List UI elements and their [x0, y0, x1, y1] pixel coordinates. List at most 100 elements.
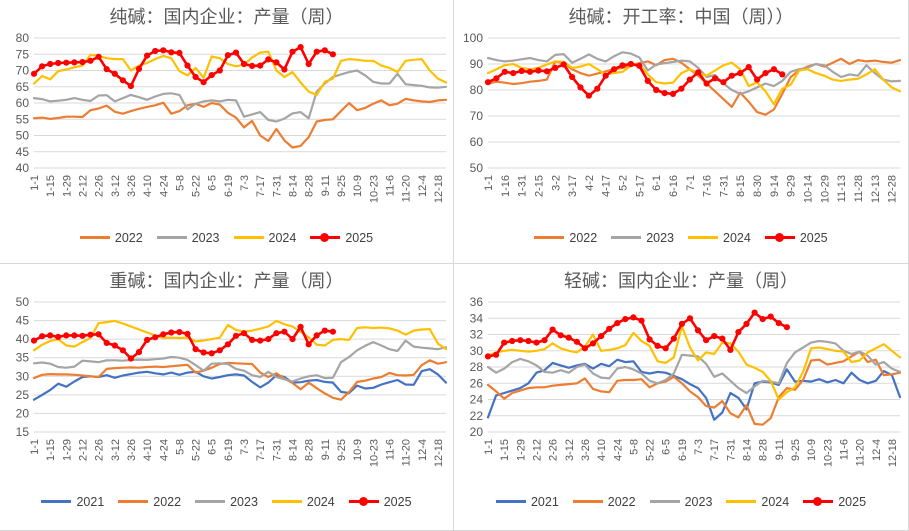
x-tick-label: 1-29: [61, 175, 73, 197]
data-point-marker: [762, 70, 769, 77]
chart-title: 纯碱：开工率：中国（周））: [568, 7, 794, 27]
x-tick-label: 7-3: [239, 439, 251, 455]
x-tick-label: 6-19: [677, 439, 689, 461]
data-point-marker: [661, 90, 668, 97]
chart-legend: 2021 2022 2023 2024 2025: [454, 492, 908, 509]
data-point-marker: [86, 331, 94, 338]
data-point-marker: [636, 62, 643, 69]
data-point-marker: [614, 320, 621, 327]
x-tick-label: 11-6: [384, 175, 396, 196]
data-point-marker: [159, 47, 166, 54]
y-tick-label: 60: [470, 135, 484, 149]
data-point-marker: [192, 73, 199, 81]
data-point-marker: [288, 336, 296, 343]
x-tick-label: 12-4: [871, 439, 883, 461]
data-point-marker: [240, 60, 247, 68]
data-point-marker: [751, 309, 758, 316]
x-tick-label: 12-13: [870, 175, 882, 203]
legend-label: 2024: [761, 494, 790, 509]
data-point-marker: [70, 59, 77, 66]
legend-item-2023: 2023: [649, 495, 712, 509]
x-tick-label: 9-11: [319, 175, 331, 196]
x-tick-label: 4-17: [601, 175, 613, 197]
x-tick-label: 7-31: [271, 439, 283, 461]
series-line-2022: [32, 97, 447, 149]
series-line-2024: [486, 325, 902, 401]
legend-line-swatch: [572, 500, 603, 503]
y-tick-label: 70: [15, 64, 29, 78]
data-point-marker: [119, 77, 126, 84]
line-chart-plot: 20 22 24 26 28 30 32 34 36 1-1 1-15 1-29 2-12 2-26 3-1…: [470, 295, 902, 467]
x-tick-label: 4-10: [596, 439, 608, 461]
data-point-marker: [646, 336, 653, 343]
legend-marker-dot: [320, 233, 330, 242]
legend-label: 2024: [723, 230, 751, 245]
series-line-2022: [486, 57, 902, 116]
y-tick-label: 20: [15, 406, 29, 420]
chart-title: 纯碱：国内企业：产量（周）: [109, 7, 344, 27]
legend-item-2025: 2025: [764, 231, 828, 245]
y-tick-label: 45: [15, 314, 29, 328]
series-line-2022: [486, 350, 902, 426]
legend-line-swatch: [195, 500, 226, 503]
x-tick-label: 3-17: [567, 175, 579, 197]
chart-panel-soda-ash-output: 纯碱：国内企业：产量（周） 40 45 50 55 60 65 70 75 80 1-1 1-15 1…: [0, 0, 454, 264]
x-tick-label: 7-17: [709, 439, 721, 461]
data-point-marker: [167, 49, 174, 56]
chart-legend: 2021 2022 2023 2024 2025: [0, 492, 453, 509]
data-point-marker: [543, 68, 550, 75]
x-tick-label: 10-9: [352, 439, 364, 461]
x-tick-label: 12-28: [887, 175, 899, 203]
legend-label: 2022: [607, 494, 636, 509]
data-point-marker: [46, 332, 53, 339]
series-line-2023: [486, 51, 902, 96]
x-tick-label: 1-15: [45, 175, 57, 197]
data-point-marker: [627, 60, 634, 68]
data-point-marker: [484, 353, 492, 360]
data-point-marker: [103, 339, 110, 346]
legend-line-swatch: [118, 500, 149, 503]
data-point-marker: [703, 337, 710, 344]
x-tick-label: 7-17: [255, 439, 267, 461]
x-tick-label: 8-28: [758, 439, 770, 461]
legend-label: 2025: [838, 494, 867, 509]
legend-line-swatch: [495, 500, 526, 503]
data-point-marker: [62, 332, 69, 339]
data-point-marker: [62, 59, 69, 66]
x-tick-label: 10-23: [368, 439, 380, 467]
data-point-marker: [518, 67, 525, 75]
legend-line-swatch: [534, 236, 565, 239]
x-tick-label: 3-26: [125, 175, 137, 197]
chart-title: 重碱：国内企业：产量（周）: [109, 271, 344, 291]
data-point-marker: [779, 71, 786, 78]
data-point-marker: [577, 84, 584, 91]
x-tick-label: 9-11: [319, 439, 331, 460]
data-point-marker: [743, 320, 750, 327]
data-point-marker: [598, 333, 605, 340]
data-point-marker: [264, 336, 271, 343]
legend-line-swatch: [156, 236, 187, 239]
legend-marker-dot: [358, 497, 368, 506]
x-tick-label: 5-8: [174, 175, 186, 191]
y-tick-label: 20: [470, 425, 484, 439]
data-point-marker: [297, 323, 304, 330]
data-point-marker: [297, 44, 304, 51]
x-tick-label: 9-25: [336, 175, 348, 197]
y-tick-label: 34: [470, 311, 484, 325]
y-tick-label: 100: [463, 31, 483, 45]
data-point-marker: [119, 347, 126, 354]
x-tick-label: 1-1: [483, 439, 495, 455]
x-tick-label: 2-26: [548, 439, 560, 461]
data-point-marker: [573, 338, 580, 345]
y-tick-label: 22: [470, 409, 484, 423]
data-point-marker: [313, 332, 320, 339]
data-point-marker: [585, 92, 592, 99]
x-tick-label: 10-9: [806, 439, 818, 461]
line-chart-plot: 40 45 50 55 60 65 70 75 80 1-1 1-15 1-29 2-12 2-26 3-1…: [15, 31, 447, 203]
data-point-marker: [183, 62, 191, 69]
x-tick-label: 2-15: [533, 175, 545, 197]
data-point-marker: [719, 335, 726, 342]
data-point-marker: [86, 57, 94, 64]
x-tick-label: 4-24: [612, 439, 624, 461]
data-point-marker: [305, 60, 312, 68]
